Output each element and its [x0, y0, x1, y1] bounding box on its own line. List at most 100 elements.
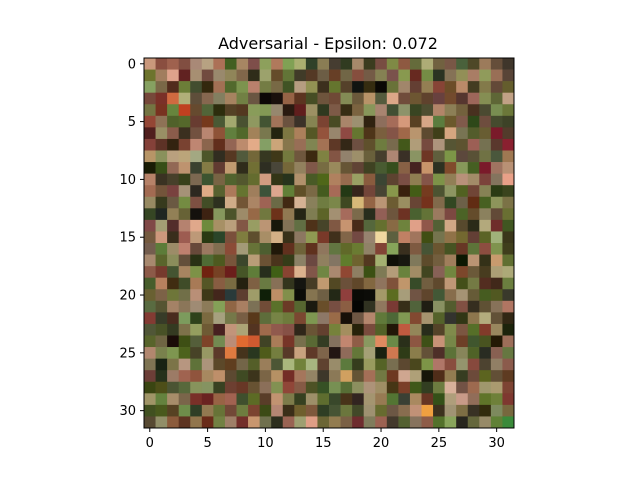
- heatmap-pixel: [456, 312, 469, 325]
- heatmap-pixel: [444, 335, 457, 348]
- heatmap-pixel: [467, 196, 480, 209]
- heatmap-pixel: [490, 127, 503, 140]
- heatmap-pixel: [167, 277, 180, 290]
- heatmap-pixel: [433, 381, 445, 394]
- heatmap-pixel: [433, 185, 445, 198]
- heatmap-pixel: [167, 173, 180, 186]
- heatmap-pixel: [317, 104, 330, 117]
- heatmap-pixel: [271, 92, 284, 105]
- heatmap-pixel: [352, 185, 365, 198]
- heatmap-pixel: [305, 312, 318, 325]
- heatmap-pixel: [282, 347, 295, 359]
- heatmap-pixel: [467, 347, 480, 359]
- heatmap-pixel: [236, 81, 249, 94]
- heatmap-pixel: [271, 185, 284, 198]
- heatmap-pixel: [178, 81, 191, 94]
- heatmap-pixel: [155, 404, 168, 417]
- heatmap-pixel: [340, 173, 353, 186]
- heatmap-pixel: [467, 231, 480, 244]
- heatmap-pixel: [363, 150, 376, 163]
- heatmap-pixel: [144, 416, 156, 429]
- heatmap-pixel: [259, 243, 272, 255]
- heatmap-pixel: [444, 347, 457, 359]
- heatmap-pixel: [467, 416, 480, 429]
- heatmap-pixel: [398, 162, 411, 174]
- heatmap-pixel: [317, 312, 330, 325]
- heatmap-pixel: [178, 58, 191, 70]
- heatmap-pixel: [444, 162, 457, 174]
- heatmap-pixel: [167, 162, 180, 174]
- heatmap-pixel: [213, 231, 226, 244]
- heatmap-pixel: [456, 81, 469, 94]
- heatmap-pixel: [155, 277, 168, 290]
- heatmap-pixel: [340, 404, 353, 417]
- heatmap-pixel: [155, 312, 168, 325]
- heatmap-pixel: [433, 127, 445, 140]
- heatmap-pixel: [167, 92, 180, 105]
- heatmap-pixel: [490, 196, 503, 209]
- heatmap-pixel: [259, 254, 272, 267]
- heatmap-pixel: [467, 150, 480, 163]
- heatmap-pixel: [294, 300, 307, 313]
- heatmap-pixel: [282, 150, 295, 163]
- heatmap-pixel: [224, 185, 237, 198]
- heatmap-pixel: [444, 115, 457, 128]
- heatmap-pixel: [248, 243, 260, 255]
- heatmap-pixel: [155, 358, 168, 371]
- x-tick-label: 0: [146, 436, 154, 451]
- heatmap-pixel: [490, 404, 503, 417]
- heatmap-pixel: [305, 347, 318, 359]
- heatmap-pixel: [259, 323, 272, 336]
- heatmap-pixel: [271, 404, 284, 417]
- heatmap-pixel: [352, 381, 365, 394]
- heatmap-pixel: [236, 323, 249, 336]
- heatmap-pixel: [490, 358, 503, 371]
- heatmap-pixel: [167, 138, 180, 151]
- heatmap-pixel: [386, 69, 399, 82]
- heatmap-pixel: [201, 185, 214, 198]
- heatmap-pixel: [386, 243, 399, 255]
- heatmap-pixel: [236, 127, 249, 140]
- x-axis: 0 5 10 15 20 25 30: [146, 428, 505, 451]
- heatmap-pixel: [421, 196, 434, 209]
- heatmap-pixel: [386, 138, 399, 151]
- heatmap-pixel: [224, 58, 237, 70]
- heatmap-pixel: [456, 243, 469, 255]
- heatmap-pixel: [444, 173, 457, 186]
- heatmap-pixel: [305, 92, 318, 105]
- heatmap-pixel: [444, 196, 457, 209]
- heatmap-pixel: [433, 231, 445, 244]
- heatmap-pixel: [433, 312, 445, 325]
- heatmap-pixel: [317, 219, 330, 232]
- heatmap-pixel: [352, 358, 365, 371]
- heatmap-pixel: [386, 323, 399, 336]
- heatmap-pixel: [294, 393, 307, 406]
- heatmap-pixel: [213, 208, 226, 221]
- heatmap-pixel: [456, 231, 469, 244]
- heatmap-pixel: [490, 266, 503, 279]
- heatmap-pixel: [248, 150, 260, 163]
- heatmap-pixel: [271, 381, 284, 394]
- heatmap-pixel: [329, 393, 341, 406]
- heatmap-pixel: [305, 127, 318, 140]
- heatmap-pixel: [490, 370, 503, 383]
- heatmap-pixel: [329, 58, 341, 70]
- heatmap-pixel: [144, 162, 156, 174]
- heatmap-pixel: [155, 266, 168, 279]
- heatmap-pixel: [456, 358, 469, 371]
- heatmap-pixel: [444, 416, 457, 429]
- heatmap-pixel: [352, 277, 365, 290]
- heatmap-pixel: [444, 231, 457, 244]
- heatmap-pixel: [282, 92, 295, 105]
- heatmap-pixel: [375, 347, 388, 359]
- heatmap-pixel: [398, 370, 411, 383]
- heatmap-pixel: [201, 404, 214, 417]
- heatmap-pixel: [479, 404, 492, 417]
- heatmap-pixel: [329, 358, 341, 371]
- heatmap-pixel: [144, 208, 156, 221]
- heatmap-pixel: [317, 231, 330, 244]
- heatmap-pixel: [282, 185, 295, 198]
- heatmap-pixel: [433, 370, 445, 383]
- heatmap-pixel: [479, 358, 492, 371]
- heatmap-pixel: [167, 381, 180, 394]
